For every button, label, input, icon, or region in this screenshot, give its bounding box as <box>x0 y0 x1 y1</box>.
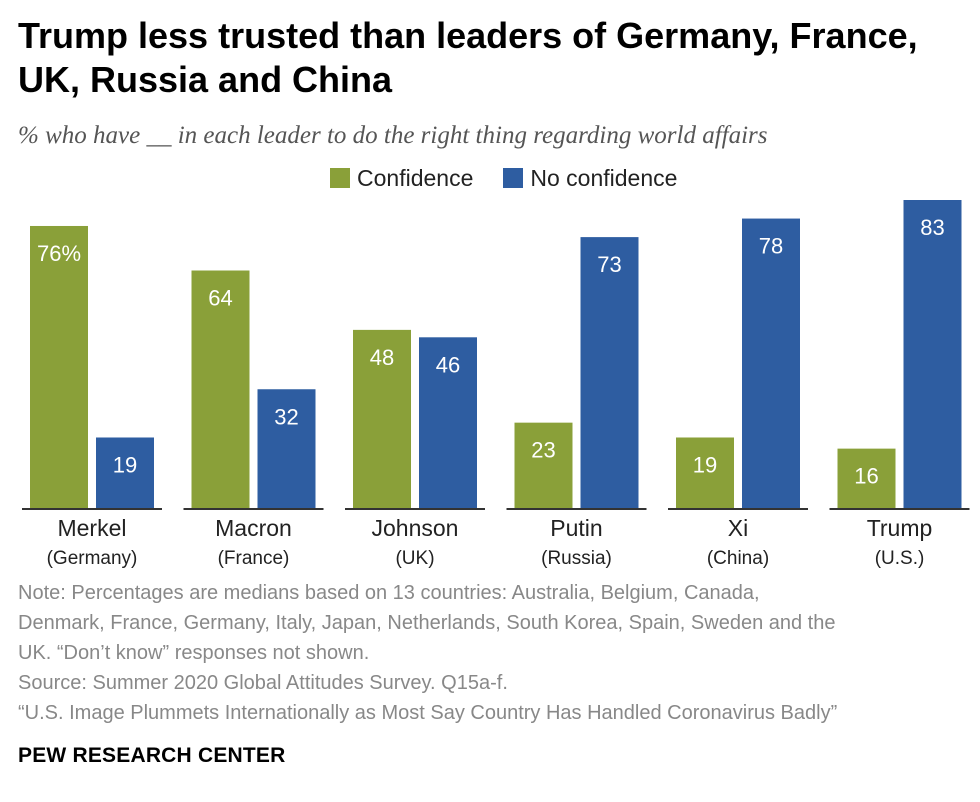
bar-value-label: 32 <box>274 404 298 429</box>
legend-label-no-confidence: No confidence <box>530 164 678 191</box>
bar-confidence <box>191 270 250 508</box>
bar-no-confidence <box>96 437 154 508</box>
bar-no-confidence <box>257 389 316 508</box>
bar-value-label: 83 <box>920 215 944 240</box>
bar-value-label: 48 <box>370 345 394 370</box>
bar-confidence <box>353 329 411 508</box>
bar-confidence <box>837 448 896 508</box>
bar-confidence <box>676 437 734 508</box>
bar-value-label: 64 <box>208 286 232 311</box>
brand-logo-text: PEW RESEARCH CENTER <box>18 744 286 767</box>
bar-chart: 76% 19 Merkel (Germany) 64 32 Macron (France) 48… <box>22 200 970 569</box>
bar-confidence <box>514 422 573 508</box>
legend-swatch-no-confidence <box>503 168 524 188</box>
category-sublabel: (Russia) <box>541 548 612 569</box>
category-label: Xi <box>728 515 748 541</box>
bar-value-label: 16 <box>854 464 878 489</box>
bar-value-label: 19 <box>693 452 717 477</box>
category-sublabel: (Germany) <box>47 548 138 569</box>
report-title-line: “U.S. Image Plummets Internationally as … <box>18 702 838 724</box>
chart-title: Trump less trusted than leaders of Germa… <box>18 15 918 100</box>
category-label: Macron <box>215 515 292 541</box>
bar-value-label: 23 <box>531 438 555 463</box>
category-label: Merkel <box>57 515 126 541</box>
bar-value-label: 78 <box>759 234 783 259</box>
category-label: Trump <box>867 515 933 541</box>
category-sublabel: (China) <box>707 548 769 569</box>
bar-no-confidence <box>742 218 800 509</box>
category-label: Johnson <box>372 515 459 541</box>
legend-label-confidence: Confidence <box>357 164 474 191</box>
note-line: UK. “Don’t know” responses not shown. <box>18 642 370 664</box>
chart-subtitle: % who have __ in each leader to do the r… <box>18 122 768 149</box>
bar-no-confidence <box>580 237 639 508</box>
bar-value-label: 73 <box>597 252 621 277</box>
legend-item-confidence: Confidence <box>330 165 473 192</box>
source-line: Source: Summer 2020 Global Attitudes Sur… <box>18 672 508 694</box>
bar-value-label: 76% <box>37 241 81 266</box>
legend-swatch-confidence <box>330 168 350 188</box>
category-sublabel: (France) <box>218 548 290 569</box>
category-sublabel: (UK) <box>395 548 434 569</box>
bar-no-confidence <box>903 200 962 508</box>
note-line: Denmark, France, Germany, Italy, Japan, … <box>18 612 836 634</box>
note-line: Note: Percentages are medians based on 1… <box>18 582 760 604</box>
chart-note: Note: Percentages are medians based on 1… <box>18 578 968 728</box>
legend-item-no-confidence: No confidence <box>503 165 677 192</box>
bar-value-label: 19 <box>113 452 137 477</box>
category-sublabel: (U.S.) <box>875 548 925 569</box>
category-label: Putin <box>550 515 602 541</box>
bar-confidence <box>30 225 88 509</box>
legend: Confidence No confidence <box>330 164 707 192</box>
bar-value-label: 46 <box>436 352 460 377</box>
bar-no-confidence <box>419 337 477 508</box>
